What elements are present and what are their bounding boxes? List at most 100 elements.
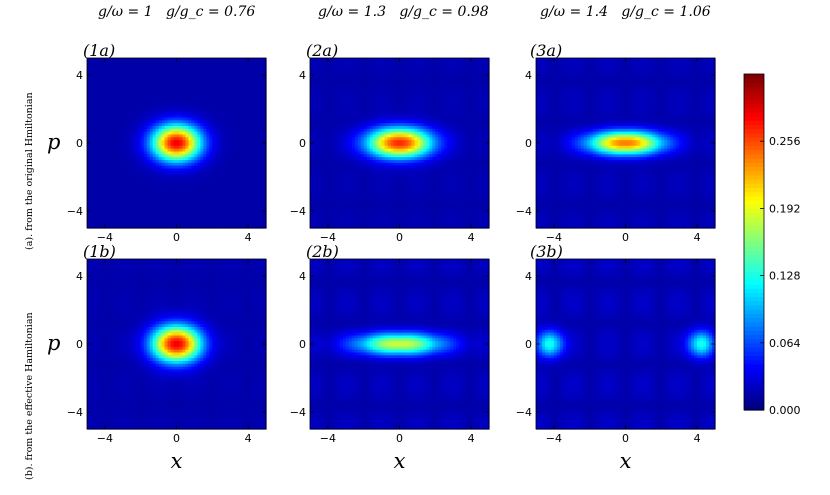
heat-cell [185,103,190,107]
heat-cell [251,89,255,93]
heat-cell [224,77,228,82]
heat-cell [110,131,115,136]
heat-cell [155,63,160,68]
heat-cell [146,106,151,110]
heat-cell [131,114,136,119]
heat-cell [87,111,91,116]
heat-cell [185,72,190,76]
heat-cell [206,123,210,127]
heat-cell [98,86,103,90]
heat-cell [143,126,148,130]
heat-cell [161,86,166,90]
heat-cell [152,126,157,130]
heat-cell [92,69,97,73]
heat-cell [164,123,169,127]
heat-cell [134,83,139,87]
heat-cell [188,111,193,116]
heat-cell [87,97,91,102]
heat-cell [104,72,109,76]
heat-cell [251,100,255,104]
heat-cell [191,126,195,130]
heat-cell [206,120,210,124]
heat-cell [203,111,207,116]
heat-cell [131,111,136,116]
heat-cell [191,109,195,113]
heat-cell [131,97,136,102]
heat-cell [212,72,216,76]
heat-cell [200,69,204,73]
heat-cell [128,123,133,127]
y-tick-label: −4 [67,205,83,218]
heat-cell [122,100,127,104]
heat-cell [218,60,222,65]
heat-cell [140,66,145,70]
heat-cell [248,114,252,119]
heat-cell [227,92,231,96]
heat-cell [218,92,222,96]
heat-cell [158,69,163,73]
heat-cell [87,86,91,90]
heat-cell [230,103,234,107]
heat-cell [257,72,261,76]
heat-cell [254,97,258,102]
heat-cell [89,86,94,90]
heat-cell [143,97,148,102]
heat-cell [155,114,160,119]
heat-cell [209,100,213,104]
heat-cell [89,60,94,65]
heat-cell [140,92,145,96]
heat-cell [137,123,142,127]
heat-cell [87,128,91,133]
heat-cell [224,72,228,76]
heat-cell [140,111,145,116]
heat-cell [194,103,198,107]
heat-cell [212,111,216,116]
heat-cell [182,120,187,124]
heat-cell [95,72,100,76]
heat-cell [221,69,225,73]
heat-cell [125,60,130,65]
heat-cell [128,86,133,90]
heat-cell [200,106,204,110]
heat-cell [176,86,181,90]
heat-cell [137,72,142,76]
heat-cell [251,126,255,130]
heat-cell [104,131,109,136]
heat-cell [203,92,207,96]
heat-cell [95,128,100,133]
heat-cell [260,63,264,68]
heat-cell [185,58,190,62]
heat-cell [89,126,94,130]
heat-cell [116,131,121,136]
heat-cell [161,126,166,130]
heat-cell [227,126,231,130]
heat-cell [173,58,178,62]
heat-cell [203,106,207,110]
heat-cell [233,92,237,96]
heat-cell [113,131,118,136]
heat-cell [131,89,136,93]
heat-cell [122,109,127,113]
heat-cell [116,97,121,102]
heat-cell [194,66,198,70]
heat-cell [215,97,219,102]
heat-cell [200,89,204,93]
heat-cell [221,63,225,68]
heat-cell [179,69,184,73]
heat-cell [245,109,249,113]
heat-cell [200,86,204,90]
heat-cell [185,128,190,133]
heat-cell [260,77,264,82]
heat-cell [161,100,166,104]
heat-cell [155,92,160,96]
heat-cell [164,100,169,104]
heat-cell [119,103,124,107]
heat-cell [215,66,219,70]
heat-cell [89,100,94,104]
heat-cell [116,126,121,130]
heat-cell [152,100,157,104]
heat-cell [188,94,193,99]
heat-cell [251,111,255,116]
heat-cell [164,111,169,116]
heat-cell [257,103,261,107]
